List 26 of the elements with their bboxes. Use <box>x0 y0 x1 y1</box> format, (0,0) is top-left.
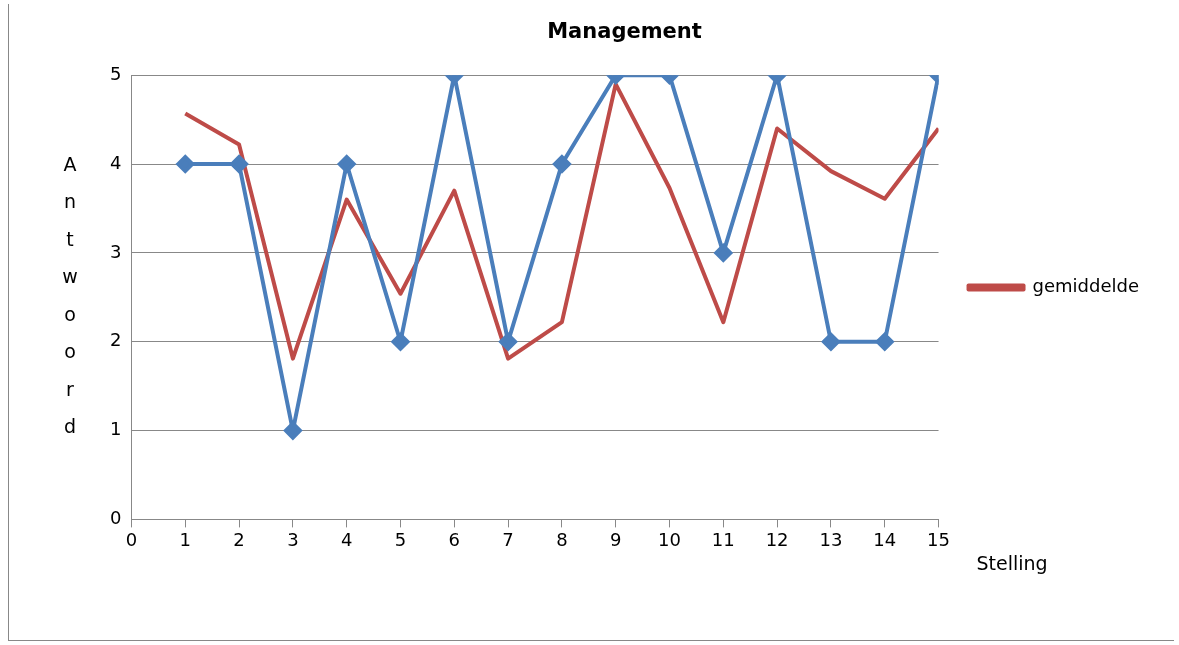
y-tick-label: 4 <box>110 151 122 173</box>
x-tick-label: 13 <box>819 528 843 550</box>
x-tick-label: 3 <box>287 528 299 550</box>
y-tick-label: 1 <box>110 418 122 440</box>
chart-title: Management <box>547 19 702 44</box>
x-tick-label: 10 <box>658 528 681 550</box>
y-axis-title: Antwoord <box>62 152 78 438</box>
x-tick-label: 14 <box>873 528 897 550</box>
x-tick-label: 15 <box>927 528 950 550</box>
x-tick-label: 11 <box>711 528 735 550</box>
y-tick-label: 0 <box>110 507 122 529</box>
y-tick-label: 5 <box>110 62 122 84</box>
x-tick-label: 5 <box>394 528 407 550</box>
x-tick-label: 6 <box>448 528 461 550</box>
x-tick-label: 12 <box>765 528 789 550</box>
x-tick-label: 8 <box>556 528 568 550</box>
x-tick-label: 1 <box>179 528 191 550</box>
x-tick-label: 0 <box>125 528 138 550</box>
x-tick-label: 9 <box>609 528 622 550</box>
y-tick-label: 2 <box>110 329 122 351</box>
y-tick-label: 3 <box>110 240 122 262</box>
legend-label: gemiddelde <box>1032 275 1140 297</box>
x-tick-label: 4 <box>340 528 353 550</box>
x-tick-label: 7 <box>502 528 514 550</box>
x-tick-label: 2 <box>233 528 245 550</box>
x-axis-title: Stelling <box>976 551 1048 574</box>
